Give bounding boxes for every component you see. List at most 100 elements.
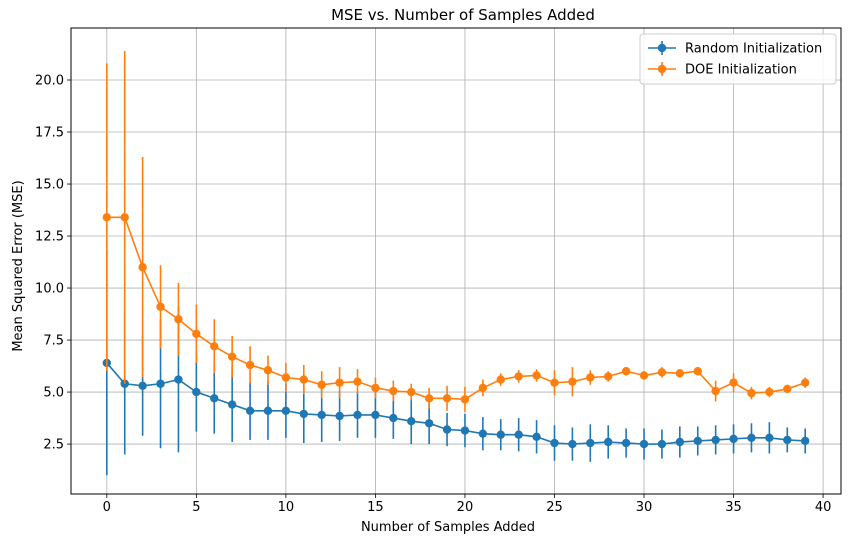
data-point bbox=[800, 378, 810, 387]
data-point bbox=[747, 388, 756, 398]
data-point bbox=[604, 372, 613, 381]
data-point bbox=[747, 433, 756, 443]
data-point bbox=[299, 409, 308, 419]
data-point bbox=[102, 213, 112, 222]
y-tick-label: 20.0 bbox=[35, 74, 64, 89]
data-point bbox=[460, 395, 470, 404]
data-point bbox=[693, 436, 702, 446]
data-point bbox=[353, 377, 362, 386]
data-point bbox=[353, 410, 362, 420]
data-point bbox=[460, 426, 470, 435]
data-point bbox=[621, 438, 631, 448]
legend-entry: Random Initialization bbox=[648, 41, 822, 57]
data-point bbox=[227, 400, 237, 409]
x-tick-label: 10 bbox=[278, 500, 295, 515]
y-tick-label: 5.0 bbox=[43, 386, 64, 401]
data-point bbox=[550, 378, 559, 387]
x-tick-label: 35 bbox=[725, 500, 742, 515]
data-point bbox=[335, 411, 344, 421]
plot-area bbox=[102, 50, 810, 476]
data-point bbox=[478, 383, 488, 393]
data-point bbox=[210, 342, 219, 351]
data-point bbox=[675, 369, 685, 378]
data-point bbox=[389, 413, 398, 423]
y-axis-ticks: 2.5 5.0 7.5 10.0 12.5 15.0 17.5 20.0 bbox=[35, 74, 71, 453]
data-point bbox=[263, 406, 273, 415]
data-point bbox=[711, 435, 720, 445]
data-point bbox=[281, 406, 291, 415]
data-point bbox=[192, 329, 201, 339]
data-point bbox=[568, 377, 577, 386]
data-point bbox=[639, 371, 649, 380]
data-point bbox=[621, 367, 631, 376]
data-point bbox=[514, 372, 523, 381]
series-line bbox=[106, 216, 806, 401]
data-point bbox=[586, 438, 595, 448]
legend-marker bbox=[657, 43, 667, 53]
legend-box bbox=[639, 33, 837, 85]
data-point bbox=[335, 378, 344, 387]
data-point bbox=[639, 439, 649, 449]
y-axis-label: Mean Squared Error (MSE) bbox=[11, 180, 26, 351]
legend-label: Random Initialization bbox=[685, 42, 822, 57]
y-tick-label: 7.5 bbox=[43, 334, 64, 349]
data-point bbox=[120, 213, 129, 222]
series-line bbox=[106, 362, 806, 445]
data-point bbox=[765, 433, 774, 443]
legend-marker bbox=[657, 64, 667, 74]
data-point bbox=[478, 429, 488, 438]
data-point bbox=[532, 432, 541, 441]
data-point bbox=[174, 375, 183, 384]
series-1 bbox=[102, 50, 810, 412]
legend-label: DOE Initialization bbox=[685, 63, 797, 78]
grid bbox=[71, 28, 841, 494]
data-point bbox=[227, 352, 237, 361]
data-point bbox=[675, 437, 685, 447]
data-point bbox=[407, 416, 416, 426]
y-tick-label: 10.0 bbox=[35, 282, 64, 297]
data-point bbox=[711, 386, 720, 396]
plot-frame bbox=[70, 27, 842, 495]
data-point bbox=[371, 383, 380, 393]
data-point bbox=[245, 406, 255, 415]
data-point bbox=[729, 378, 738, 387]
y-tick-label: 17.5 bbox=[35, 126, 64, 141]
data-point bbox=[138, 381, 147, 391]
y-tick-label: 15.0 bbox=[35, 178, 64, 193]
data-point bbox=[800, 436, 810, 446]
data-point bbox=[281, 373, 291, 382]
data-point bbox=[263, 366, 273, 375]
legend: Random Initialization DOE Initialization bbox=[639, 33, 837, 85]
data-point bbox=[210, 394, 219, 403]
data-point bbox=[496, 375, 505, 384]
data-point bbox=[586, 373, 595, 382]
data-point bbox=[514, 430, 523, 439]
data-point bbox=[174, 315, 183, 324]
data-point bbox=[657, 439, 667, 449]
data-point bbox=[532, 371, 541, 380]
data-point bbox=[424, 419, 434, 428]
x-axis-label: Number of Samples Added bbox=[361, 520, 535, 535]
data-point bbox=[550, 438, 559, 448]
chart-title: MSE vs. Number of Samples Added bbox=[331, 6, 595, 24]
data-point bbox=[407, 387, 416, 397]
data-point bbox=[693, 367, 702, 376]
x-axis-ticks: 0 5 10 15 20 25 30 35 40 bbox=[103, 494, 831, 515]
data-point bbox=[765, 387, 774, 397]
data-point bbox=[729, 434, 738, 444]
y-tick-label: 12.5 bbox=[35, 230, 64, 245]
data-point bbox=[299, 375, 308, 384]
data-point bbox=[568, 439, 577, 449]
data-point bbox=[371, 410, 380, 420]
x-tick-label: 30 bbox=[636, 500, 653, 515]
x-tick-label: 15 bbox=[367, 500, 384, 515]
data-point bbox=[783, 384, 792, 394]
x-tick-label: 5 bbox=[192, 500, 200, 515]
data-point bbox=[192, 387, 201, 397]
data-point bbox=[604, 437, 613, 447]
data-point bbox=[442, 394, 452, 403]
x-tick-label: 25 bbox=[546, 500, 563, 515]
data-point bbox=[442, 425, 452, 434]
data-point bbox=[496, 430, 505, 439]
